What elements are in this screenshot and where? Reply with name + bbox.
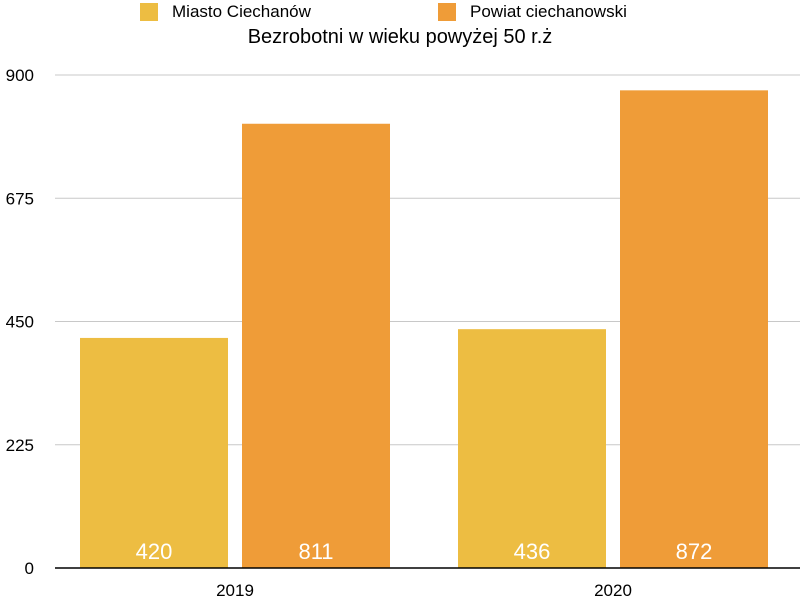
legend-item-powiat: Powiat ciechanowski bbox=[438, 2, 627, 22]
chart-title: Bezrobotni w wieku powyżej 50 r.ż bbox=[247, 26, 553, 48]
data-label: 420 bbox=[136, 539, 173, 564]
y-tick-label: 450 bbox=[6, 313, 34, 332]
y-tick-label: 675 bbox=[6, 189, 34, 208]
y-tick-label: 225 bbox=[6, 436, 34, 455]
bar bbox=[242, 123, 390, 568]
data-label: 811 bbox=[298, 539, 333, 564]
legend-swatch-miasto bbox=[140, 3, 158, 21]
bar bbox=[620, 90, 768, 569]
data-label: 872 bbox=[676, 539, 713, 564]
data-label: 436 bbox=[514, 539, 551, 564]
y-tick-label: 0 bbox=[25, 559, 34, 578]
legend-label-miasto: Miasto Ciechanów bbox=[172, 2, 311, 21]
bar bbox=[80, 337, 228, 568]
bar bbox=[458, 329, 606, 568]
legend: Miasto Ciechanów Powiat ciechanowski bbox=[0, 2, 800, 26]
legend-swatch-powiat bbox=[438, 3, 456, 21]
y-tick-label: 900 bbox=[6, 66, 34, 85]
legend-label-powiat: Powiat ciechanowski bbox=[470, 2, 627, 21]
legend-item-miasto: Miasto Ciechanów bbox=[140, 2, 311, 22]
x-tick-label: 2020 bbox=[594, 581, 632, 600]
x-tick-label: 2019 bbox=[216, 581, 254, 600]
